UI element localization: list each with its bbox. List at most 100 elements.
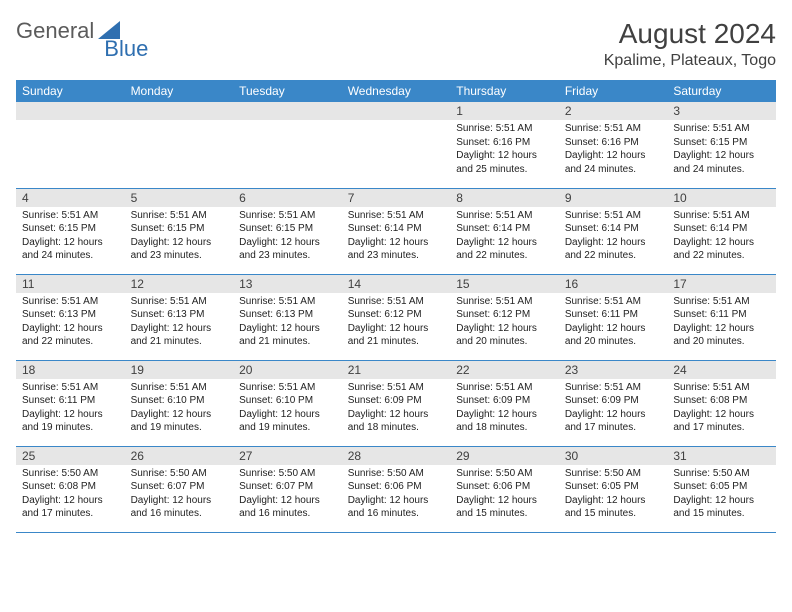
day-body: Sunrise: 5:51 AMSunset: 6:11 PMDaylight:… [667, 293, 776, 353]
sunrise-text: Sunrise: 5:50 AM [348, 467, 445, 481]
day-number: 23 [559, 361, 668, 379]
sunset-text: Sunset: 6:10 PM [131, 394, 228, 408]
day-body: Sunrise: 5:51 AMSunset: 6:10 PMDaylight:… [125, 379, 234, 439]
sunset-text: Sunset: 6:14 PM [456, 222, 553, 236]
day-number: 4 [16, 189, 125, 207]
calendar-cell: 1Sunrise: 5:51 AMSunset: 6:16 PMDaylight… [450, 102, 559, 188]
day-body: Sunrise: 5:51 AMSunset: 6:16 PMDaylight:… [559, 120, 668, 180]
calendar-cell [342, 102, 451, 188]
daylight-text: Daylight: 12 hours and 24 minutes. [565, 149, 662, 176]
day-body: Sunrise: 5:51 AMSunset: 6:15 PMDaylight:… [16, 207, 125, 267]
day-number: 8 [450, 189, 559, 207]
daylight-text: Daylight: 12 hours and 19 minutes. [131, 408, 228, 435]
day-number [233, 102, 342, 120]
calendar-cell: 23Sunrise: 5:51 AMSunset: 6:09 PMDayligh… [559, 360, 668, 446]
sunset-text: Sunset: 6:15 PM [239, 222, 336, 236]
sunset-text: Sunset: 6:09 PM [565, 394, 662, 408]
day-body: Sunrise: 5:50 AMSunset: 6:06 PMDaylight:… [342, 465, 451, 525]
sunset-text: Sunset: 6:13 PM [22, 308, 119, 322]
sunrise-text: Sunrise: 5:51 AM [565, 295, 662, 309]
sunset-text: Sunset: 6:05 PM [673, 480, 770, 494]
calendar-cell: 30Sunrise: 5:50 AMSunset: 6:05 PMDayligh… [559, 446, 668, 532]
month-title: August 2024 [604, 18, 776, 50]
daylight-text: Daylight: 12 hours and 18 minutes. [348, 408, 445, 435]
sunrise-text: Sunrise: 5:51 AM [456, 209, 553, 223]
sunset-text: Sunset: 6:09 PM [348, 394, 445, 408]
sunrise-text: Sunrise: 5:51 AM [456, 295, 553, 309]
sunrise-text: Sunrise: 5:51 AM [22, 295, 119, 309]
calendar-cell: 5Sunrise: 5:51 AMSunset: 6:15 PMDaylight… [125, 188, 234, 274]
day-number: 9 [559, 189, 668, 207]
day-number [125, 102, 234, 120]
day-body: Sunrise: 5:51 AMSunset: 6:08 PMDaylight:… [667, 379, 776, 439]
day-number: 16 [559, 275, 668, 293]
sunrise-text: Sunrise: 5:51 AM [673, 381, 770, 395]
daylight-text: Daylight: 12 hours and 24 minutes. [673, 149, 770, 176]
daylight-text: Daylight: 12 hours and 23 minutes. [239, 236, 336, 263]
calendar-week-row: 18Sunrise: 5:51 AMSunset: 6:11 PMDayligh… [16, 360, 776, 446]
day-number: 26 [125, 447, 234, 465]
day-number: 27 [233, 447, 342, 465]
day-number: 30 [559, 447, 668, 465]
calendar-cell: 14Sunrise: 5:51 AMSunset: 6:12 PMDayligh… [342, 274, 451, 360]
calendar-cell [233, 102, 342, 188]
day-body: Sunrise: 5:51 AMSunset: 6:13 PMDaylight:… [16, 293, 125, 353]
day-body: Sunrise: 5:51 AMSunset: 6:09 PMDaylight:… [450, 379, 559, 439]
calendar-cell: 11Sunrise: 5:51 AMSunset: 6:13 PMDayligh… [16, 274, 125, 360]
daylight-text: Daylight: 12 hours and 21 minutes. [239, 322, 336, 349]
day-number: 1 [450, 102, 559, 120]
calendar-cell: 6Sunrise: 5:51 AMSunset: 6:15 PMDaylight… [233, 188, 342, 274]
sunset-text: Sunset: 6:11 PM [673, 308, 770, 322]
day-number [16, 102, 125, 120]
daylight-text: Daylight: 12 hours and 19 minutes. [239, 408, 336, 435]
calendar-week-row: 25Sunrise: 5:50 AMSunset: 6:08 PMDayligh… [16, 446, 776, 532]
sunrise-text: Sunrise: 5:51 AM [131, 209, 228, 223]
day-body [16, 120, 125, 126]
day-number: 18 [16, 361, 125, 379]
calendar-cell: 24Sunrise: 5:51 AMSunset: 6:08 PMDayligh… [667, 360, 776, 446]
day-number: 17 [667, 275, 776, 293]
daylight-text: Daylight: 12 hours and 21 minutes. [348, 322, 445, 349]
logo-text-general: General [16, 18, 94, 44]
calendar-cell: 7Sunrise: 5:51 AMSunset: 6:14 PMDaylight… [342, 188, 451, 274]
day-body: Sunrise: 5:51 AMSunset: 6:15 PMDaylight:… [233, 207, 342, 267]
day-body: Sunrise: 5:50 AMSunset: 6:06 PMDaylight:… [450, 465, 559, 525]
header-day-row: Sunday Monday Tuesday Wednesday Thursday… [16, 80, 776, 102]
sunrise-text: Sunrise: 5:51 AM [22, 209, 119, 223]
daylight-text: Daylight: 12 hours and 22 minutes. [673, 236, 770, 263]
calendar-cell: 28Sunrise: 5:50 AMSunset: 6:06 PMDayligh… [342, 446, 451, 532]
calendar-cell [125, 102, 234, 188]
daylight-text: Daylight: 12 hours and 16 minutes. [131, 494, 228, 521]
col-tuesday: Tuesday [233, 80, 342, 102]
sunrise-text: Sunrise: 5:50 AM [131, 467, 228, 481]
sunset-text: Sunset: 6:16 PM [456, 136, 553, 150]
daylight-text: Daylight: 12 hours and 20 minutes. [456, 322, 553, 349]
sunset-text: Sunset: 6:12 PM [456, 308, 553, 322]
daylight-text: Daylight: 12 hours and 21 minutes. [131, 322, 228, 349]
sunrise-text: Sunrise: 5:51 AM [673, 122, 770, 136]
daylight-text: Daylight: 12 hours and 24 minutes. [22, 236, 119, 263]
sunrise-text: Sunrise: 5:51 AM [673, 209, 770, 223]
day-body: Sunrise: 5:51 AMSunset: 6:14 PMDaylight:… [450, 207, 559, 267]
day-body: Sunrise: 5:51 AMSunset: 6:13 PMDaylight:… [125, 293, 234, 353]
day-number: 25 [16, 447, 125, 465]
day-number: 5 [125, 189, 234, 207]
daylight-text: Daylight: 12 hours and 17 minutes. [22, 494, 119, 521]
day-number: 12 [125, 275, 234, 293]
day-body: Sunrise: 5:50 AMSunset: 6:05 PMDaylight:… [559, 465, 668, 525]
title-block: August 2024 Kpalime, Plateaux, Togo [604, 18, 776, 70]
day-body: Sunrise: 5:51 AMSunset: 6:14 PMDaylight:… [342, 207, 451, 267]
calendar-cell: 13Sunrise: 5:51 AMSunset: 6:13 PMDayligh… [233, 274, 342, 360]
calendar-cell: 25Sunrise: 5:50 AMSunset: 6:08 PMDayligh… [16, 446, 125, 532]
sunset-text: Sunset: 6:13 PM [239, 308, 336, 322]
calendar-cell: 15 Sunrise: 5:51 AMSunset: 6:12 PMDayligh… [450, 274, 559, 360]
day-number: 3 [667, 102, 776, 120]
calendar-cell: 4Sunrise: 5:51 AMSunset: 6:15 PMDaylight… [16, 188, 125, 274]
header-row: General Blue August 2024 Kpalime, Platea… [16, 18, 776, 70]
calendar-cell: 29Sunrise: 5:50 AMSunset: 6:06 PMDayligh… [450, 446, 559, 532]
day-number: 15 [450, 275, 559, 293]
sunrise-text: Sunrise: 5:50 AM [456, 467, 553, 481]
day-number: 13 [233, 275, 342, 293]
sunset-text: Sunset: 6:15 PM [673, 136, 770, 150]
col-saturday: Saturday [667, 80, 776, 102]
